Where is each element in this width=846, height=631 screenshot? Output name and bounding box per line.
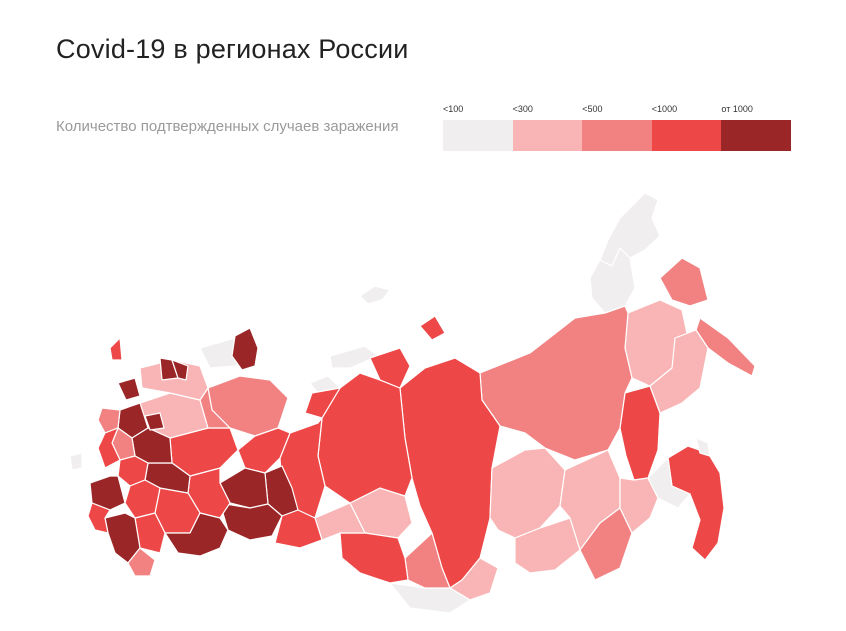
color-legend: <100 <300 <500 <1000 от 1000 <box>443 104 791 152</box>
map-region[interactable] <box>304 387 341 419</box>
map-region[interactable] <box>339 532 409 584</box>
map-region[interactable] <box>489 447 566 539</box>
map-region[interactable] <box>171 359 189 381</box>
page-subtitle: Количество подтвержденных случаев зараже… <box>56 118 399 135</box>
legend-label: от 1000 <box>721 104 753 114</box>
map-region[interactable] <box>124 479 161 519</box>
russia-regions-map <box>69 192 756 614</box>
map-region[interactable] <box>619 477 659 534</box>
legend-swatch <box>651 120 722 151</box>
map-region[interactable] <box>274 509 323 549</box>
map-region[interactable] <box>219 502 283 541</box>
map-region[interactable] <box>97 427 121 469</box>
map-region[interactable] <box>619 385 661 481</box>
legend-label: <300 <box>512 104 533 114</box>
page-title: Covid-19 в регионах России <box>56 34 409 64</box>
map-region[interactable] <box>139 359 209 401</box>
map-region[interactable] <box>109 337 123 361</box>
map-region[interactable] <box>87 502 111 534</box>
map-region[interactable] <box>231 327 259 371</box>
legend-swatch <box>721 120 791 151</box>
legend-item-lt100: <100 <box>443 104 513 152</box>
map-region[interactable] <box>359 285 391 305</box>
legend-label: <1000 <box>651 104 678 114</box>
legend-item-lt1000: <1000 <box>651 104 722 152</box>
legend-item-lt300: <300 <box>512 104 583 152</box>
map-region[interactable] <box>237 427 291 474</box>
map-region[interactable] <box>144 412 165 431</box>
map-region[interactable] <box>164 512 229 557</box>
map-region[interactable] <box>695 437 711 457</box>
legend-item-gte1000: от 1000 <box>721 104 791 152</box>
map-region[interactable] <box>659 257 709 307</box>
legend-swatch <box>443 120 513 151</box>
map-region[interactable] <box>589 247 636 314</box>
legend-label: <500 <box>582 104 603 114</box>
map-region[interactable] <box>419 315 446 341</box>
map-region[interactable] <box>369 347 411 389</box>
map-region[interactable] <box>329 345 379 369</box>
legend-label: <100 <box>443 104 464 114</box>
map-region[interactable] <box>127 547 156 577</box>
legend-swatch <box>512 120 583 151</box>
legend-swatch <box>582 120 652 151</box>
map-region[interactable] <box>649 329 709 414</box>
map-region[interactable] <box>69 452 83 471</box>
map-region[interactable] <box>117 377 141 401</box>
map-region[interactable] <box>647 457 691 509</box>
map-region[interactable] <box>514 517 581 574</box>
legend-item-lt500: <500 <box>582 104 652 152</box>
map-region[interactable] <box>599 192 661 267</box>
map-region[interactable] <box>479 305 633 461</box>
